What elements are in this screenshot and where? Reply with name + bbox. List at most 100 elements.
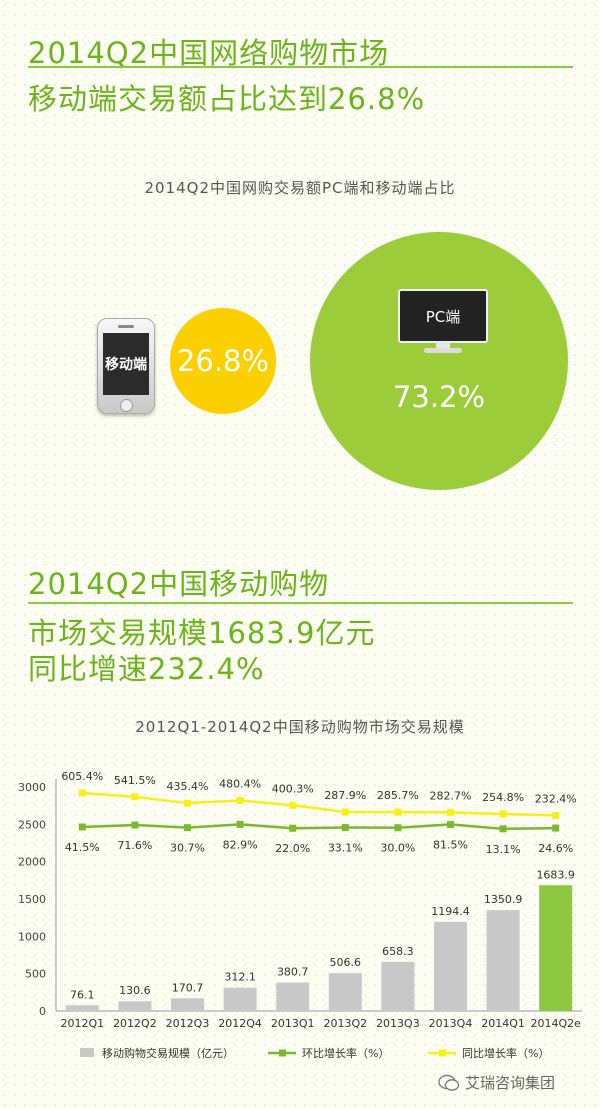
bar [171,998,204,1011]
y-tick-label: 2500 [18,818,46,831]
yoy-growth-marker [499,810,507,818]
yoy-growth-label: 254.8% [482,791,524,804]
mobile-share-value: 26.8% [176,344,270,378]
headline-mobile-line3: 同比增速232.4% [28,652,265,686]
phone-home-button [120,399,133,412]
headline-divider [28,66,573,68]
bar [118,1001,152,1011]
mom-growth-label: 22.0% [275,842,310,855]
bar [223,987,257,1011]
bar-value-label: 76.1 [70,988,95,1001]
legend-yoy-label: 同比增长率（%） [462,1046,549,1060]
bar [328,973,362,1011]
yoy-growth-marker [341,808,349,816]
monitor-base [424,348,462,353]
yoy-growth-label: 605.4% [61,770,103,783]
yoy-growth-label: 232.4% [535,792,577,805]
y-tick-label: 0 [39,1005,46,1018]
bar [65,1005,99,1011]
mom-growth-marker [236,820,244,828]
headline-share-line2: 移动端交易额占比达到26.8% [28,82,426,116]
mom-growth-marker [131,821,139,829]
legend-bar-label: 移动购物交易规模（亿元） [102,1046,234,1060]
yoy-growth-label: 480.4% [219,777,261,790]
legend-yoy-marker [439,1049,446,1057]
mobile-label: 移动端 [103,333,149,395]
share-chart-title: 2014Q2中国网购交易额PC端和移动端占比 [144,179,456,197]
bar [381,961,415,1011]
x-tick-label: 2012Q4 [218,1017,262,1030]
wechat-icon [438,1074,460,1091]
mom-growth-label: 30.0% [380,842,415,855]
y-tick-label: 500 [25,968,46,981]
bar-value-label: 170.7 [172,981,204,994]
market-size-chart: 0 500 1000 1500 2000 2500 3000 76.1 130.6 170.7 31… [18,770,582,1060]
mom-growth-label: 30.7% [170,842,205,855]
bar-value-label: 380.7 [277,966,309,979]
bar [486,910,520,1011]
yoy-growth-label: 282.7% [430,789,472,802]
x-tick-label: 2013Q1 [271,1017,315,1030]
mom-growth-marker [499,825,507,833]
yoy-growth-label: 435.4% [167,780,209,793]
x-tick-label: 2014Q1 [481,1017,525,1030]
legend-mom-marker [279,1049,286,1057]
mom-growth-marker [78,823,86,831]
mom-growth-label: 13.1% [486,843,521,856]
market-chart-title: 2012Q1-2014Q2中国移动购物市场交易规模 [135,718,465,736]
wechat-watermark: 艾瑞咨询集团 [438,1072,555,1093]
mobile-share-circle: 26.8% [170,308,276,414]
mom-growth-label: 33.1% [328,842,363,855]
bar-value-label: 1194.4 [431,905,470,918]
mom-growth-line [82,823,556,831]
headline-share-line1: 2014Q2中国网络购物市场 [28,36,390,70]
watermark-text: 艾瑞咨询集团 [465,1074,556,1092]
mom-growth-marker [552,824,560,832]
phone-speaker [118,325,134,328]
mom-growth-label: 41.5% [65,841,100,854]
yoy-growth-marker [394,808,402,816]
pc-share-value: 73.2% [392,380,486,414]
x-tick-label: 2012Q3 [166,1017,210,1030]
x-tick-label: 2012Q2 [113,1017,157,1030]
y-tick-label: 2000 [18,856,46,869]
yoy-growth-marker [78,789,86,797]
legend-bar-swatch [80,1048,94,1057]
yoy-growth-marker [447,808,454,816]
yoy-growth-label: 287.9% [324,789,366,802]
mom-growth-marker [289,824,297,832]
bar-value-label: 1683.9 [536,868,575,881]
headline-mobile-line2: 市场交易规模1683.9亿元 [28,616,376,650]
y-tick-label: 1000 [18,930,46,943]
x-tick-label: 2013Q2 [323,1017,367,1030]
x-tick-label: 2013Q3 [376,1017,420,1030]
yoy-growth-marker [552,811,560,819]
mobile-phone-icon: 移动端 [97,318,155,414]
yoy-growth-marker [236,796,244,804]
pc-monitor-icon: PC端 [398,289,488,355]
mom-growth-label: 81.5% [433,838,468,851]
bar-value-label: 1350.9 [484,893,523,906]
bar [434,921,467,1011]
mom-growth-marker [394,824,402,832]
mom-growth-label: 71.6% [117,839,152,852]
mom-growth-label: 24.6% [538,842,573,855]
yoy-growth-marker [184,799,191,807]
mom-growth-marker [184,824,191,832]
bar-value-label: 130.6 [119,984,151,997]
mom-growth-marker [447,820,454,828]
bar [276,982,310,1011]
bar-value-label: 312.1 [224,971,256,984]
bar-value-label: 506.6 [330,956,362,969]
bar-value-label: 658.3 [382,945,414,958]
y-tick-label: 1500 [18,893,46,906]
x-tick-label: 2013Q4 [429,1017,473,1030]
x-tick-label: 2012Q1 [60,1017,104,1030]
headline-divider-2 [28,602,573,604]
bar [539,885,573,1011]
yoy-growth-label: 541.5% [114,774,156,787]
y-tick-label: 3000 [18,781,46,794]
yoy-growth-marker [131,793,139,801]
yoy-growth-marker [289,801,297,809]
monitor-neck [436,342,450,349]
